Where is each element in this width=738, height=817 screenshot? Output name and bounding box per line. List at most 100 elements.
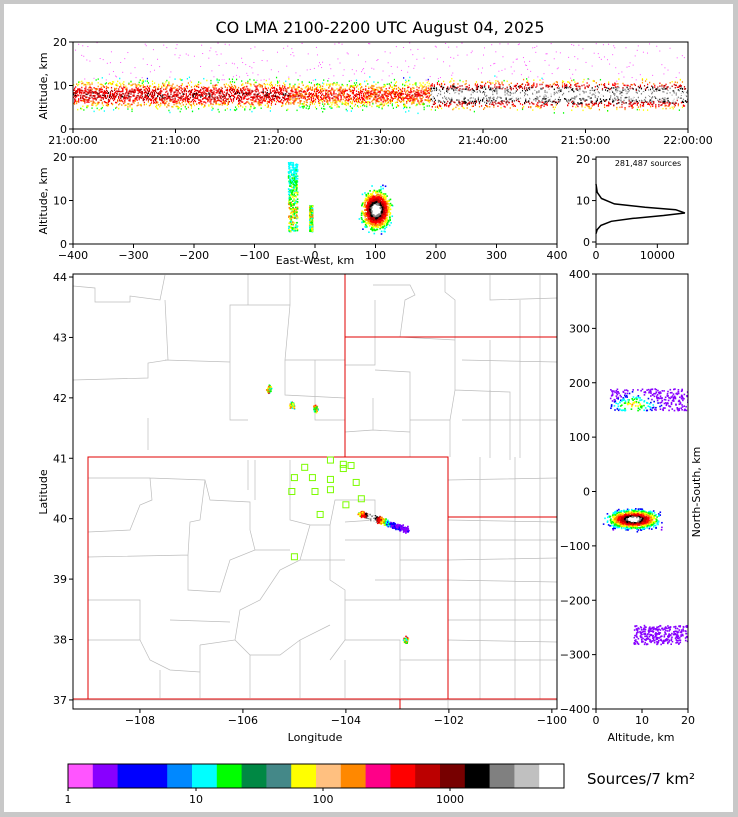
time-altitude-source	[98, 95, 100, 98]
time-altitude-source	[305, 99, 307, 102]
time-altitude-source	[578, 97, 580, 99]
time-altitude-source	[226, 98, 228, 100]
time-altitude-source	[537, 98, 539, 100]
time-altitude-source	[376, 60, 378, 62]
time-altitude-source	[321, 67, 323, 69]
time-altitude-source	[470, 97, 472, 99]
time-altitude-source	[255, 86, 257, 88]
time-altitude-source	[299, 93, 301, 95]
time-altitude-source	[456, 95, 458, 97]
time-altitude-source	[301, 42, 303, 44]
time-altitude-source	[166, 95, 168, 97]
time-altitude-source	[580, 99, 582, 101]
time-altitude-source	[165, 94, 167, 96]
time-altitude-source	[73, 93, 75, 95]
time-altitude-source	[218, 79, 220, 81]
time-altitude-source	[139, 79, 141, 81]
time-altitude-source	[459, 91, 461, 94]
time-altitude-source	[360, 105, 362, 108]
time-altitude-source	[301, 103, 303, 105]
time-altitude-source	[450, 80, 452, 82]
time-altitude-source	[473, 97, 475, 100]
time-altitude-source	[505, 101, 507, 103]
time-altitude-source	[189, 94, 192, 96]
time-altitude-source	[296, 91, 298, 94]
time-altitude-source	[491, 96, 493, 98]
time-altitude-source	[428, 92, 430, 94]
time-altitude-source	[597, 96, 599, 98]
time-altitude-source	[232, 87, 235, 89]
time-altitude-source	[362, 98, 364, 100]
time-altitude-source	[576, 93, 578, 96]
time-altitude-source	[327, 103, 329, 105]
time-altitude-source	[225, 62, 227, 64]
time-altitude-source	[603, 86, 606, 89]
time-altitude-source	[150, 99, 153, 101]
time-altitude-source	[434, 109, 437, 111]
time-altitude-source	[182, 100, 184, 102]
time-altitude-source	[210, 99, 212, 101]
time-altitude-source	[553, 88, 555, 91]
time-altitude-source	[375, 99, 377, 102]
time-altitude-source	[364, 101, 366, 104]
time-altitude-source	[171, 90, 173, 92]
time-altitude-source	[107, 103, 110, 106]
time-altitude-source	[362, 88, 364, 91]
time-altitude-source	[92, 101, 94, 103]
time-altitude-source	[251, 90, 253, 93]
time-altitude-source	[205, 95, 207, 97]
time-altitude-source	[516, 96, 519, 99]
time-altitude-source	[342, 74, 344, 76]
time-altitude-source	[394, 85, 397, 87]
time-altitude-source	[471, 96, 473, 98]
time-altitude-source	[557, 95, 560, 97]
time-altitude-source	[269, 90, 271, 92]
time-altitude-source	[164, 103, 166, 105]
time-altitude-source	[229, 91, 232, 93]
time-altitude-source	[550, 96, 552, 99]
time-altitude-source	[399, 93, 402, 96]
time-altitude-source	[170, 90, 172, 93]
time-altitude-source	[480, 85, 483, 87]
time-altitude-source	[503, 94, 505, 97]
time-altitude-source	[346, 84, 348, 86]
time-altitude-source	[587, 95, 589, 98]
time-altitude-source	[171, 105, 173, 108]
time-altitude-source	[225, 100, 227, 102]
time-altitude-source	[127, 52, 129, 54]
time-altitude-source	[254, 107, 256, 109]
time-altitude-source	[500, 98, 502, 101]
time-altitude-source	[92, 91, 94, 93]
time-altitude-source	[196, 94, 198, 96]
time-altitude-source	[432, 89, 434, 91]
time-altitude-source	[587, 93, 589, 95]
time-altitude-source	[445, 104, 447, 106]
time-altitude-source	[192, 96, 195, 98]
time-altitude-source	[334, 98, 336, 101]
time-altitude-source	[475, 85, 478, 87]
time-altitude-source	[497, 96, 499, 98]
time-altitude-source	[257, 102, 259, 105]
time-altitude-source	[548, 92, 550, 95]
time-altitude-source	[126, 87, 128, 89]
time-altitude-source	[190, 104, 193, 106]
time-altitude-source	[494, 62, 496, 64]
time-altitude-source	[302, 107, 304, 109]
time-altitude-source	[84, 83, 86, 86]
time-altitude-source	[570, 98, 572, 101]
time-altitude-source	[356, 105, 359, 107]
time-altitude-source	[178, 97, 180, 99]
time-altitude-source	[147, 87, 150, 89]
time-altitude-source	[124, 94, 126, 97]
time-altitude-source	[143, 101, 145, 104]
time-altitude-source	[207, 100, 209, 103]
time-altitude-source	[452, 88, 454, 90]
time-altitude-source	[497, 95, 499, 97]
time-altitude-source	[197, 85, 199, 88]
time-altitude-source	[222, 99, 224, 101]
time-altitude-source	[483, 89, 485, 92]
time-altitude-source	[259, 100, 261, 102]
time-altitude-source	[94, 97, 96, 99]
time-altitude-source	[493, 63, 495, 65]
time-altitude-source	[369, 95, 371, 98]
